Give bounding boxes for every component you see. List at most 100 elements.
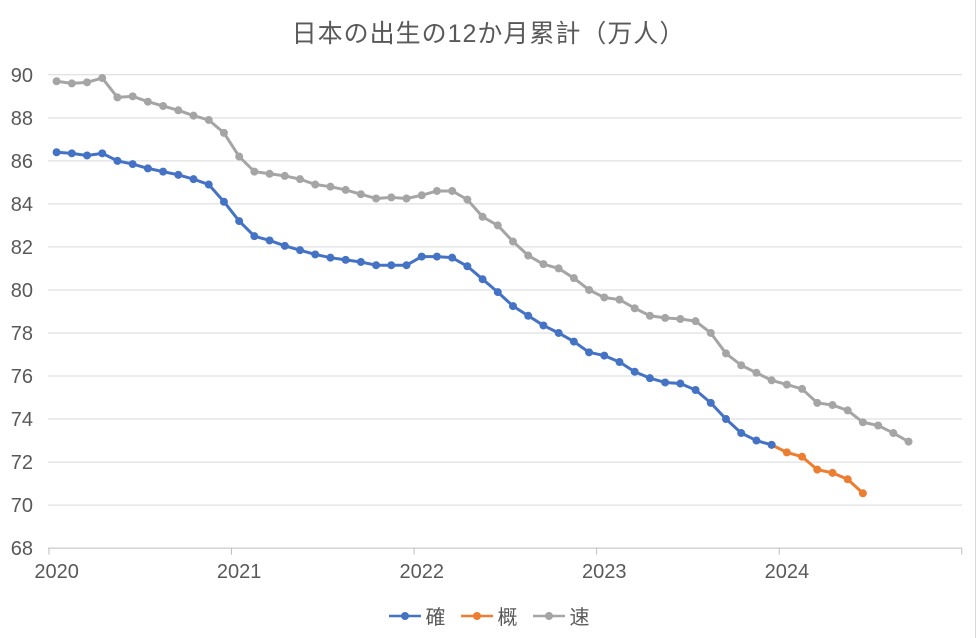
- series-marker-速: [737, 361, 746, 370]
- series-marker-確: [113, 156, 122, 165]
- legend-swatch-gai-icon: [460, 611, 493, 620]
- series-marker-確: [280, 241, 289, 250]
- series-marker-確: [159, 167, 168, 176]
- series-marker-速: [600, 293, 609, 302]
- series-marker-確: [752, 436, 761, 445]
- series-marker-速: [356, 190, 365, 199]
- series-marker-速: [508, 237, 517, 246]
- series-marker-確: [615, 358, 624, 367]
- series-marker-確: [432, 252, 441, 261]
- series-marker-速: [250, 167, 259, 176]
- legend-item-kaku: 確: [388, 601, 446, 630]
- series-marker-確: [539, 321, 548, 330]
- series-marker-速: [311, 180, 320, 189]
- series-marker-速: [113, 93, 122, 102]
- series-marker-確: [767, 440, 776, 449]
- series-marker-速: [204, 115, 213, 124]
- x-tick-label: 2021: [217, 561, 262, 583]
- series-marker-速: [661, 313, 670, 322]
- legend-label-kaku: 確: [425, 607, 446, 629]
- y-tick-label: 78: [11, 323, 33, 345]
- series-marker-確: [737, 429, 746, 438]
- series-marker-速: [52, 77, 61, 86]
- x-tick-label: 2020: [34, 561, 79, 583]
- x-tick-label: 2022: [399, 561, 444, 583]
- series-marker-速: [569, 274, 578, 283]
- series-marker-速: [813, 398, 822, 407]
- y-tick-label: 74: [11, 409, 33, 431]
- series-marker-速: [235, 152, 244, 161]
- x-tick-label: 2024: [765, 561, 810, 583]
- series-marker-確: [524, 311, 533, 320]
- series-marker-確: [128, 160, 137, 169]
- series-marker-確: [508, 302, 517, 311]
- series-marker-速: [843, 406, 852, 415]
- series-marker-確: [661, 378, 670, 387]
- series-marker-速: [676, 314, 685, 323]
- series-line-速: [55, 76, 911, 444]
- series-marker-速: [159, 101, 168, 110]
- series-marker-確: [356, 257, 365, 266]
- series-marker-速: [798, 384, 807, 393]
- legend-label-soku: 速: [569, 607, 590, 629]
- series-marker-速: [630, 304, 639, 313]
- series-marker-確: [448, 253, 457, 262]
- y-tick-label: 90: [11, 65, 33, 87]
- x-tick-label: 2023: [582, 561, 627, 583]
- series-marker-速: [174, 106, 183, 115]
- series-marker-確: [721, 415, 730, 424]
- series-marker-確: [402, 261, 411, 270]
- series-marker-確: [83, 151, 92, 160]
- series-marker-確: [387, 261, 396, 270]
- series-marker-速: [858, 418, 867, 427]
- series-marker-速: [767, 376, 776, 385]
- series-marker-速: [782, 380, 791, 389]
- series-marker-確: [341, 255, 350, 264]
- series-marker-速: [432, 186, 441, 195]
- series-marker-速: [478, 212, 487, 221]
- series-marker-確: [463, 262, 472, 271]
- series-marker-速: [706, 328, 715, 337]
- series-marker-速: [280, 171, 289, 180]
- series-marker-確: [98, 149, 107, 158]
- series-marker-速: [752, 368, 761, 377]
- series-marker-確: [569, 337, 578, 346]
- series-marker-確: [219, 197, 228, 206]
- series-marker-速: [904, 437, 913, 446]
- series-marker-速: [539, 260, 548, 269]
- y-tick-label: 76: [11, 366, 33, 388]
- series-marker-速: [372, 194, 381, 203]
- series-marker-速: [645, 311, 654, 320]
- series-marker-速: [691, 317, 700, 326]
- series-marker-確: [691, 385, 700, 394]
- series-marker-確: [311, 250, 320, 259]
- series-marker-概: [843, 475, 852, 484]
- legend-item-soku: 速: [532, 601, 590, 630]
- series-marker-確: [630, 367, 639, 376]
- series-marker-確: [417, 252, 426, 261]
- y-tick-label: 72: [11, 452, 33, 474]
- series-marker-速: [615, 295, 624, 304]
- series-marker-確: [645, 374, 654, 383]
- series-marker-速: [67, 79, 76, 88]
- series-marker-速: [554, 264, 563, 273]
- series-marker-確: [676, 379, 685, 388]
- series-marker-確: [326, 253, 335, 262]
- series-marker-速: [402, 194, 411, 203]
- series-marker-確: [250, 232, 259, 241]
- series-marker-速: [98, 74, 107, 83]
- y-tick-label: 70: [11, 495, 33, 517]
- series-marker-確: [296, 246, 305, 255]
- series-marker-速: [493, 221, 502, 230]
- series-marker-速: [448, 186, 457, 195]
- series-marker-速: [874, 421, 883, 430]
- series-marker-速: [143, 97, 152, 106]
- y-tick-label: 82: [11, 237, 33, 259]
- series-marker-確: [493, 288, 502, 297]
- y-tick-label: 84: [11, 194, 33, 216]
- series-marker-速: [387, 193, 396, 202]
- series-marker-速: [265, 169, 274, 178]
- series-marker-概: [813, 465, 822, 474]
